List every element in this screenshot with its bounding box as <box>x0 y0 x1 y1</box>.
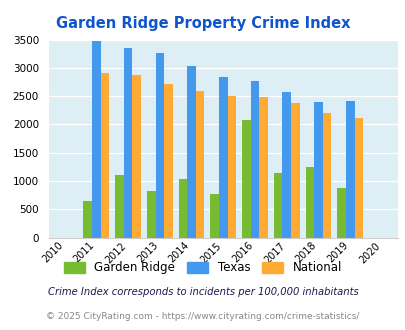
Legend: Garden Ridge, Texas, National: Garden Ridge, Texas, National <box>59 257 346 279</box>
Bar <box>259 97 267 238</box>
Bar <box>313 102 322 238</box>
Bar <box>273 173 282 238</box>
Bar <box>345 101 354 238</box>
Text: Crime Index corresponds to incidents per 100,000 inhabitants: Crime Index corresponds to incidents per… <box>47 287 358 297</box>
Bar <box>322 113 330 238</box>
Bar <box>92 41 100 238</box>
Bar <box>242 120 250 238</box>
Bar <box>115 175 124 238</box>
Bar <box>282 92 290 238</box>
Text: © 2025 CityRating.com - https://www.cityrating.com/crime-statistics/: © 2025 CityRating.com - https://www.city… <box>46 312 359 321</box>
Bar <box>210 194 218 238</box>
Bar <box>218 77 227 238</box>
Bar <box>354 118 362 238</box>
Bar <box>195 90 204 238</box>
Text: Garden Ridge Property Crime Index: Garden Ridge Property Crime Index <box>55 16 350 31</box>
Bar <box>100 73 109 238</box>
Bar <box>305 167 313 238</box>
Bar <box>147 191 155 238</box>
Bar <box>250 81 259 238</box>
Bar <box>227 96 236 238</box>
Bar <box>155 52 164 238</box>
Bar <box>337 188 345 238</box>
Bar <box>290 103 299 238</box>
Bar <box>164 84 172 238</box>
Bar <box>132 75 141 238</box>
Bar <box>124 48 132 238</box>
Bar <box>178 179 187 238</box>
Bar <box>83 201 92 238</box>
Bar <box>187 66 195 238</box>
